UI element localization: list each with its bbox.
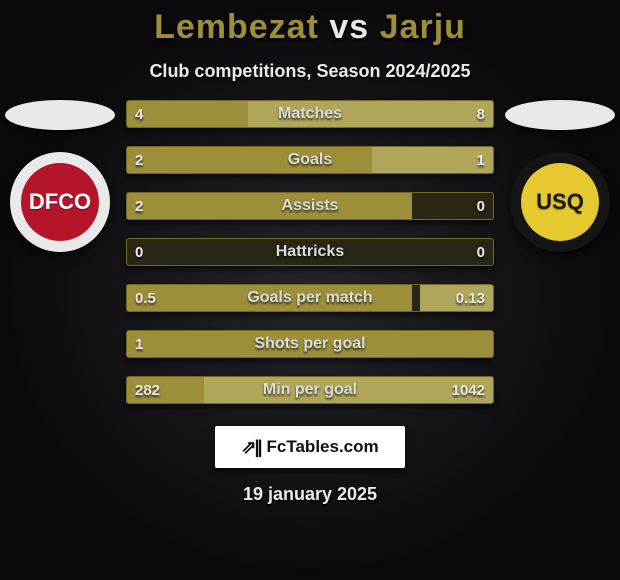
player2-name: Jarju <box>380 8 466 46</box>
stat-bar-right <box>372 147 493 173</box>
player2-top-ellipse <box>505 100 615 130</box>
stat-row: 2821042Min per goal <box>126 376 494 404</box>
stats-stage: DFCO USQ 48Matches21Goals20Assists00Hatt… <box>0 100 620 404</box>
stat-value-right: 1 <box>477 147 485 173</box>
stat-row: 0.50.13Goals per match <box>126 284 494 312</box>
stat-value-right: 0 <box>477 193 485 219</box>
stat-label: Hattricks <box>127 239 493 265</box>
stat-value-right: 0.13 <box>456 285 485 311</box>
stat-row: 20Assists <box>126 192 494 220</box>
stat-value-right: 8 <box>477 101 485 127</box>
player2-club-badge: USQ <box>510 152 610 252</box>
stat-bar-left <box>127 193 412 219</box>
player1-name: Lembezat <box>154 8 319 46</box>
stat-row: 21Goals <box>126 146 494 174</box>
player1-avatar-zone: DFCO <box>0 100 120 252</box>
stat-value-left: 1 <box>135 331 143 357</box>
stat-bar-left <box>127 285 412 311</box>
stat-value-left: 4 <box>135 101 143 127</box>
date-label: 19 january 2025 <box>0 484 620 505</box>
stat-value-left: 0 <box>135 239 143 265</box>
stat-row: 1Shots per goal <box>126 330 494 358</box>
stat-value-left: 2 <box>135 193 143 219</box>
subtitle: Club competitions, Season 2024/2025 <box>0 61 620 82</box>
stat-value-left: 282 <box>135 377 160 403</box>
stat-row: 0 0Hattricks <box>126 238 494 266</box>
player1-club-badge: DFCO <box>10 152 110 252</box>
player2-club-badge-inner: USQ <box>521 163 599 241</box>
watermark-chart-icon: ⇗|| <box>241 437 260 458</box>
player1-club-badge-inner: DFCO <box>21 163 99 241</box>
player1-top-ellipse <box>5 100 115 130</box>
player2-avatar-zone: USQ <box>500 100 620 252</box>
stat-row: 48Matches <box>126 100 494 128</box>
stat-value-right: 0 <box>477 239 485 265</box>
comparison-title: Lembezat vs Jarju <box>0 0 620 47</box>
stat-bar-right <box>204 377 493 403</box>
watermark: ⇗|| FcTables.com <box>215 426 405 468</box>
stats-list: 48Matches21Goals20Assists00Hattricks0.50… <box>126 100 494 404</box>
stat-bar-left <box>127 147 372 173</box>
stat-value-left: 2 <box>135 147 143 173</box>
stat-bar-right <box>248 101 493 127</box>
stat-bar-left <box>127 101 248 127</box>
watermark-text: FcTables.com <box>267 437 379 457</box>
stat-value-left: 0.5 <box>135 285 156 311</box>
stat-value-right: 1042 <box>452 377 485 403</box>
vs-label: vs <box>329 8 369 46</box>
stat-bar-left <box>127 331 493 357</box>
